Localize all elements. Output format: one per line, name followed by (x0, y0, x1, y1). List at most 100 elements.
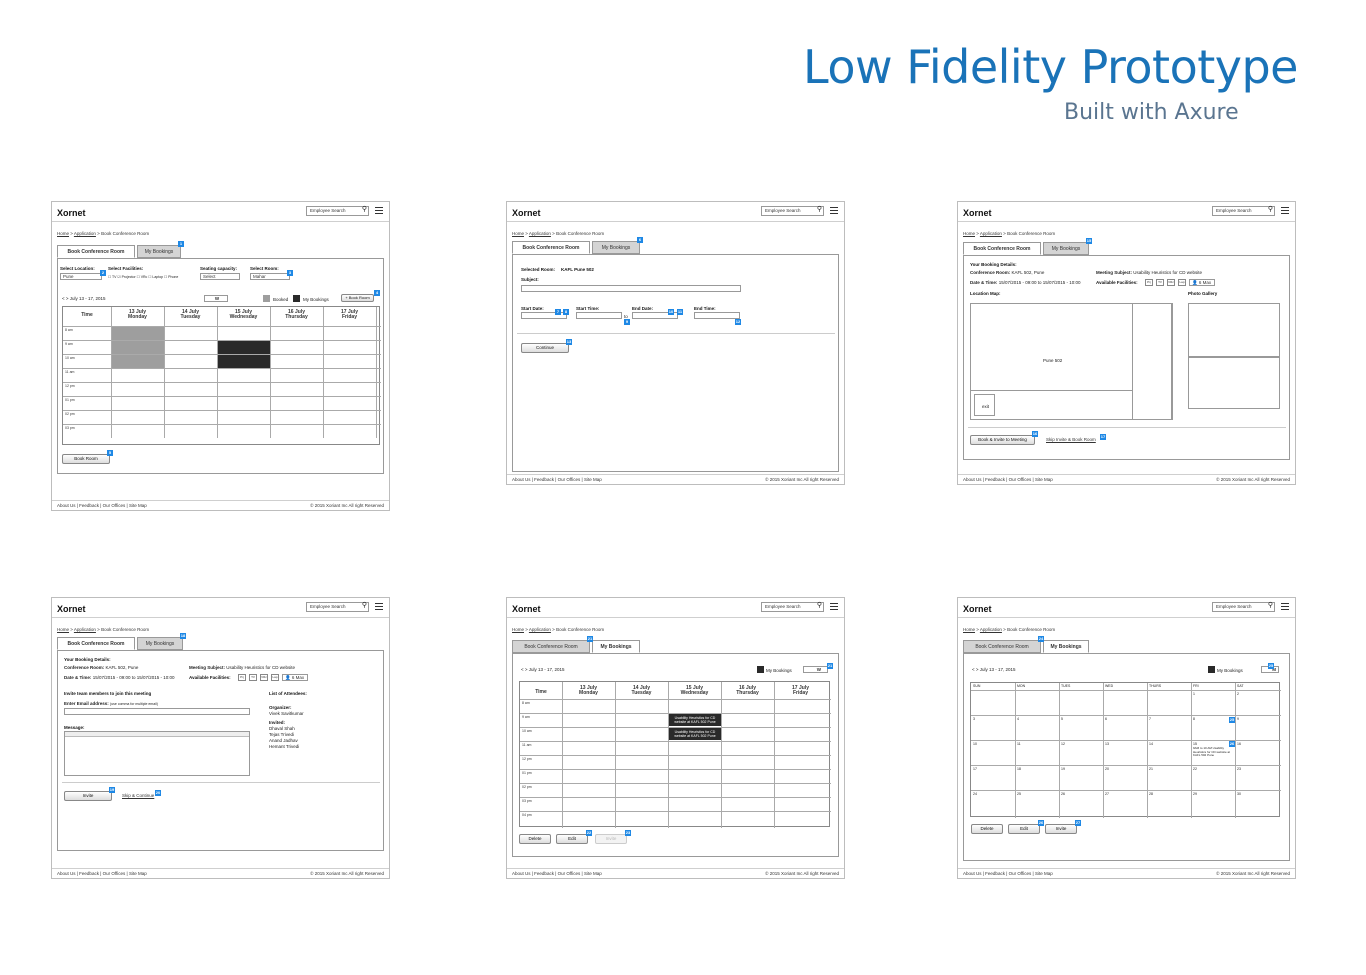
breadcrumb-home[interactable]: Home (57, 231, 70, 236)
projector-icon: Prj (1145, 279, 1153, 286)
edit-button[interactable]: Edit (556, 834, 588, 844)
tab-book-conference-room[interactable]: Book Conference Room (512, 640, 590, 653)
tab-book-conference-room[interactable]: Book Conference Room (57, 245, 135, 258)
breadcrumb: Home > Application > Book Conference Roo… (512, 231, 605, 236)
invite-button[interactable]: Invite (64, 791, 112, 801)
breadcrumb-application[interactable]: Application (73, 231, 96, 236)
book-and-invite-button[interactable]: Book & Invite to Meeting (970, 435, 1035, 445)
subject-input[interactable] (521, 285, 741, 292)
search-icon[interactable]: ⚲ (1267, 602, 1273, 609)
skip-continue-link[interactable]: Skip & Continue (122, 793, 155, 798)
annotation-badge: 22 (586, 830, 592, 836)
annotation-badge: 18 (180, 633, 186, 639)
calendar-day-label: 16 (1237, 742, 1241, 746)
menu-icon[interactable] (375, 603, 383, 610)
week-navigation[interactable]: < > July 13 - 17, 2015 (521, 667, 565, 672)
delete-button[interactable]: Delete (971, 824, 1003, 834)
legend-mybookings-swatch (1208, 666, 1215, 673)
tab-book-conference-room[interactable]: Book Conference Room (57, 637, 135, 650)
tab-my-bookings[interactable]: My Bookings (137, 245, 181, 258)
calendar-day-label: WED (1105, 684, 1114, 688)
week-navigation[interactable]: < > July 13 - 17, 2015 (62, 296, 106, 301)
search-input[interactable]: Employee Search ⚲ (1212, 206, 1275, 216)
location-select[interactable]: Pune (60, 273, 102, 280)
tab-book-conference-room[interactable]: Book Conference Room (512, 241, 590, 254)
editor-toolbar (65, 732, 249, 737)
month-navigation[interactable]: < > July 13 - 17, 2015 (972, 667, 1016, 672)
skip-invite-link[interactable]: Skip Invite & Book Room (1046, 437, 1096, 442)
day-header: 15 July Wednesday (680, 685, 709, 696)
calendar-day-label: 9 (1237, 717, 1239, 721)
search-icon[interactable]: ⚲ (816, 206, 822, 213)
view-week-toggle[interactable]: W (204, 295, 228, 302)
menu-icon[interactable] (1281, 603, 1289, 610)
calendar-day-label: 21 (1149, 767, 1153, 771)
calendar-day-label: 5 (1061, 717, 1063, 721)
search-input[interactable]: Employee Search ⚲ (1212, 602, 1275, 612)
start-time-input[interactable] (576, 312, 622, 319)
delete-button[interactable]: Delete (519, 834, 551, 844)
tab-my-bookings[interactable]: My Bookings (592, 241, 640, 254)
search-icon[interactable]: ⚲ (1267, 206, 1273, 213)
search-input[interactable]: Employee Search ⚲ (306, 206, 369, 216)
field-label: Available Facilities: (1096, 280, 1138, 285)
continue-button[interactable]: Continue (521, 343, 569, 353)
menu-icon[interactable] (830, 603, 838, 610)
field-label: Invited: (269, 720, 286, 725)
field-label: My Bookings (766, 668, 792, 673)
tab-book-conference-room[interactable]: Book Conference Room (963, 640, 1041, 653)
invite-button[interactable]: Invite (595, 834, 627, 844)
tab-my-bookings[interactable]: My Bookings (137, 637, 183, 650)
tab-my-bookings[interactable]: My Bookings (1043, 242, 1089, 255)
edit-button[interactable]: Edit (1008, 824, 1040, 834)
search-icon[interactable]: ⚲ (361, 602, 367, 609)
room-select[interactable]: Mahar (250, 273, 290, 280)
screen-my-bookings-week: Xornet Employee Search ⚲ Home > Applicati… (506, 597, 845, 879)
week-calendar-grid[interactable]: Time 13 July Monday 14 July Tuesday 15 Jul… (62, 306, 381, 445)
month-calendar-grid[interactable]: SUN MON TUES WED THURS FRI SAT 1 2 3 4 5… (970, 682, 1281, 818)
email-input[interactable] (64, 708, 250, 715)
field-label: Start Time: (576, 306, 600, 311)
search-input[interactable]: Employee Search ⚲ (761, 602, 824, 612)
tab-my-bookings[interactable]: My Bookings (1043, 640, 1089, 653)
field-label: Booked (273, 297, 289, 302)
field-label: Date & Time: 15/07/2015 - 09:00 to 15/07… (64, 675, 175, 680)
field-label: Invite team members to join this meeting (64, 691, 152, 696)
month-event[interactable]: 9AM to 10 AM Usability Heuristics for CD… (1193, 746, 1231, 757)
time-label: 03 pm (65, 426, 75, 430)
seating-select[interactable]: Select (200, 273, 240, 280)
calendar-day-label: 12 (1061, 742, 1065, 746)
booking-panel: Select Location: Pune 2 Select Facilitie… (57, 258, 384, 474)
book-room-button[interactable]: Book Room (62, 454, 110, 464)
menu-icon[interactable] (375, 207, 383, 214)
book-room-top-button[interactable]: + Book Room (341, 294, 374, 302)
search-input[interactable]: Employee Search ⚲ (761, 206, 824, 216)
booking-event[interactable]: Usability Heuristics for CD website at K… (669, 728, 721, 740)
start-date-input[interactable] (521, 312, 567, 319)
photo-gallery[interactable] (1188, 303, 1280, 409)
screen-booking-form: Xornet Employee Search ⚲ Home > Applicati… (506, 201, 845, 485)
search-input[interactable]: Employee Search ⚲ (306, 602, 369, 612)
week-calendar-grid[interactable]: Time 13 July Monday 14 July Tuesday 15 Jul… (519, 681, 831, 828)
app-header: Xornet Employee Search ⚲ (52, 598, 389, 618)
annotation-badge: 24 (1038, 636, 1044, 642)
time-label: 02 pm (65, 412, 75, 416)
facilities-checkboxes[interactable]: ☐ TV ☑ Projector ☐ VRc ☐ Laptop ☐ Phone (108, 275, 179, 279)
calendar-day-label: TUES (1061, 684, 1071, 688)
menu-icon[interactable] (830, 207, 838, 214)
menu-icon[interactable] (1281, 207, 1289, 214)
search-icon[interactable]: ⚲ (816, 602, 822, 609)
message-textarea[interactable] (64, 731, 250, 776)
booking-event[interactable]: Usability Heuristics for CD website at K… (669, 714, 721, 726)
breadcrumb: Home > Application > Book Conference Roo… (57, 627, 150, 632)
tab-my-bookings[interactable]: My Bookings (592, 640, 640, 653)
screen-invite-attendees: Xornet Employee Search ⚲ Home > Applicati… (51, 597, 390, 879)
tab-book-conference-room[interactable]: Book Conference Room (963, 242, 1041, 255)
annotation-badge: 23 (625, 830, 631, 836)
view-week-toggle[interactable]: W (803, 666, 828, 673)
search-icon[interactable]: ⚲ (361, 206, 367, 213)
map-exit: exit (974, 394, 995, 416)
end-time-input[interactable] (694, 312, 740, 319)
invite-button[interactable]: Invite (1045, 824, 1077, 834)
end-date-input[interactable] (632, 312, 678, 319)
